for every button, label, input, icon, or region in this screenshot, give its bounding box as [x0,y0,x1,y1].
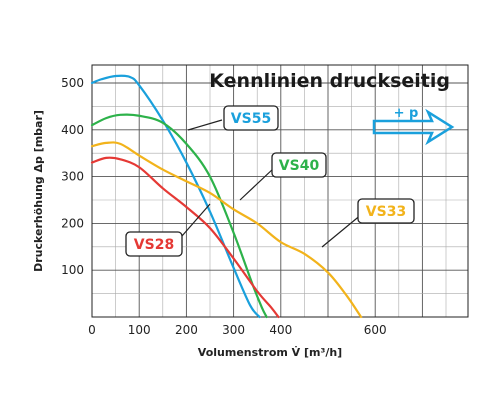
series-line-vs40 [90,113,268,319]
x-tick-label: 0 [88,323,96,337]
y-axis-label: Druckerhöhung Δp [mbar] [32,110,45,272]
series-line-vs33 [90,141,363,319]
y-tick-label: 500 [61,76,84,90]
y-tick-label: 100 [61,263,84,277]
y-tick-label: 400 [61,123,84,137]
series-lines [90,74,363,319]
label-box-vs55 [223,105,279,131]
label-connectors [181,119,363,248]
chart-title: Kennlinien druckseitig [209,70,450,92]
series-line-vs28 [90,156,280,319]
connector-vs33 [321,213,363,248]
pressure-arrow: + p [372,106,455,146]
y-tick-label: 300 [61,170,84,184]
x-tick-label: 400 [269,323,292,337]
series-label-vs33: VS33 [366,204,406,220]
grid [92,65,468,317]
series-label-vs28: VS28 [134,237,174,253]
x-tick-label: 200 [175,323,198,337]
series-label-vs55: VS55 [231,111,271,127]
plot-frame [91,64,469,318]
label-box-vs40 [271,152,327,178]
pressure-label: + p [394,106,419,121]
x-tick-label: 600 [364,323,387,337]
x-tick-label: 100 [128,323,151,337]
connector-vs55 [187,119,223,131]
label-box-vs28 [125,231,183,257]
x-axis-label: Volumenstrom V̇ [m³/h] [198,346,342,359]
right-arrow-icon [372,108,455,146]
connector-vs28 [181,203,211,237]
series-label-vs40: VS40 [279,158,320,174]
y-tick-label: 200 [61,216,84,230]
tick-labels: 0 100 200 300 400 600 100 200 300 400 500 [61,76,387,337]
series-line-vs55 [90,74,261,319]
label-box-vs33 [357,198,415,224]
connector-vs40 [239,167,275,201]
series-labels: VS55 VS40 VS33 VS28 [125,105,415,257]
x-tick-label: 300 [222,323,245,337]
